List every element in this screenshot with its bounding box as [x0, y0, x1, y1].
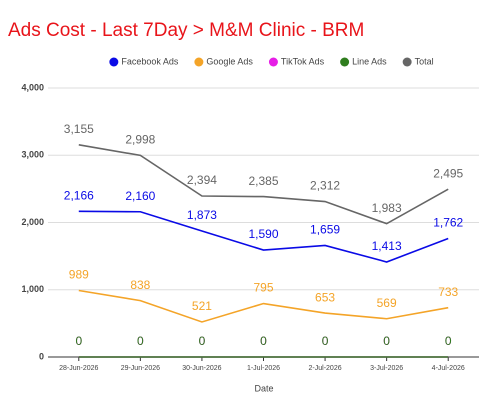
- legend-label: TikTok Ads: [281, 56, 325, 66]
- data-label: 3,155: [64, 122, 94, 136]
- data-label: 838: [130, 278, 150, 292]
- data-label: 1,590: [248, 227, 278, 241]
- data-label: 795: [253, 281, 273, 295]
- legend-label: Total: [415, 56, 434, 66]
- data-label: 2,385: [248, 174, 278, 188]
- legend-marker: [268, 57, 278, 67]
- data-label: 2,166: [64, 189, 94, 203]
- x-tick-label: 2-Jul-2026: [309, 365, 342, 372]
- data-label: 989: [69, 268, 89, 282]
- y-tick-label: 0: [39, 351, 44, 361]
- x-tick-label: 28-Jun-2026: [59, 365, 98, 372]
- data-label: 0: [260, 334, 267, 348]
- legend-label: Facebook Ads: [121, 56, 179, 66]
- series-line: [78, 210, 449, 263]
- data-label: 569: [377, 296, 397, 310]
- data-label: 0: [199, 334, 206, 348]
- data-label: 1,413: [372, 239, 402, 253]
- data-label: 0: [75, 334, 82, 348]
- y-tick-label: 4,000: [21, 82, 44, 92]
- data-label: 521: [192, 299, 212, 313]
- data-label: 0: [137, 334, 144, 348]
- x-tick-label: 4-Jul-2026: [432, 365, 465, 372]
- legend-label: Line Ads: [352, 56, 387, 66]
- data-label: 0: [260, 334, 267, 348]
- series-line: [78, 289, 449, 323]
- data-label: 0: [445, 334, 452, 348]
- x-tick-label: 29-Jun-2026: [121, 365, 160, 372]
- legend-marker: [109, 57, 119, 67]
- data-label: 0: [383, 334, 390, 348]
- data-label: 2,394: [187, 173, 217, 187]
- data-label: 1,659: [310, 223, 340, 237]
- data-label: 0: [322, 334, 329, 348]
- legend-marker: [402, 57, 412, 67]
- legend-label: Google Ads: [206, 56, 253, 66]
- data-label: 733: [438, 285, 458, 299]
- y-tick-label: 2,000: [21, 217, 44, 227]
- data-label: 0: [445, 334, 452, 348]
- data-label: 0: [75, 334, 82, 348]
- data-label: 1,762: [433, 216, 463, 230]
- data-label: 0: [137, 334, 144, 348]
- x-tick-label: 30-Jun-2026: [182, 365, 221, 372]
- data-label: 0: [199, 334, 206, 348]
- y-tick-label: 3,000: [21, 150, 44, 160]
- data-label: 0: [383, 334, 390, 348]
- data-label: 653: [315, 290, 335, 304]
- data-label: 1,983: [372, 201, 402, 215]
- data-label: 2,312: [310, 179, 340, 193]
- legend-marker: [340, 57, 350, 67]
- y-tick-label: 1,000: [21, 284, 44, 294]
- x-tick-label: 3-Jul-2026: [370, 365, 403, 372]
- chart-title: Ads Cost - Last 7Day > M&M Clinic - BRM: [8, 20, 364, 41]
- data-label: 2,998: [125, 133, 155, 147]
- data-label: 2,160: [125, 189, 155, 203]
- data-label: 1,873: [187, 208, 217, 222]
- legend-marker: [194, 57, 204, 67]
- x-tick-label: 1-Jul-2026: [247, 365, 280, 372]
- x-axis-label: Date: [254, 383, 273, 393]
- series-line: [78, 144, 449, 225]
- data-label: 0: [322, 334, 329, 348]
- data-label: 2,495: [433, 166, 463, 180]
